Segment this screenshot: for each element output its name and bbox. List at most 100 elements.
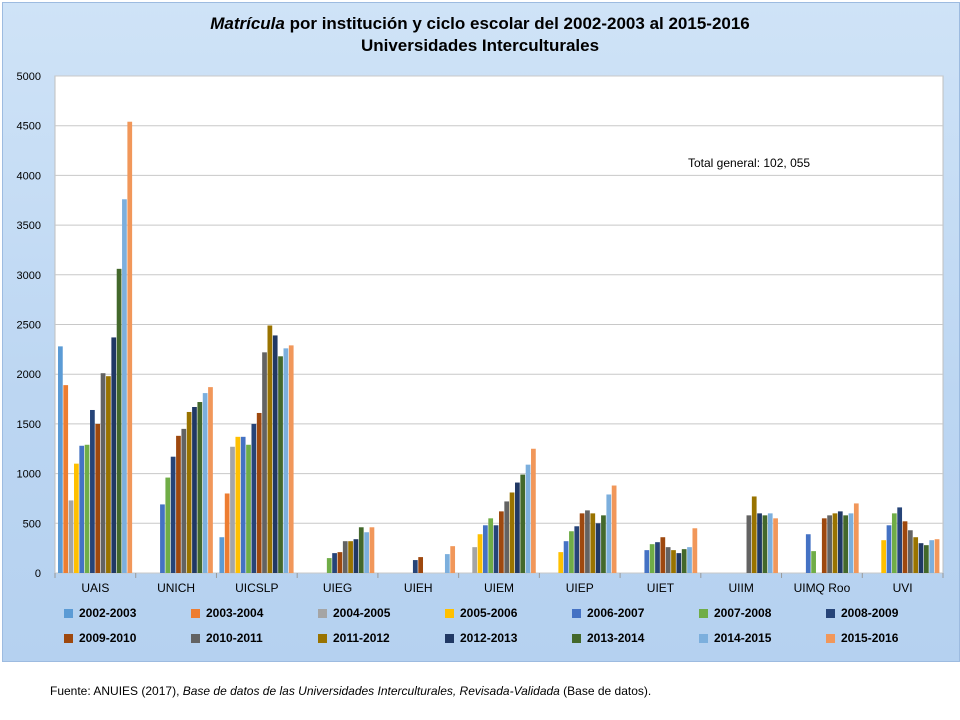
legend-swatch — [191, 633, 200, 643]
bar — [520, 474, 526, 573]
legend-item: 2011-2012 — [318, 629, 390, 647]
bar — [918, 543, 924, 573]
legend-item: 2013-2014 — [572, 629, 644, 647]
bar — [326, 558, 332, 573]
bar — [116, 268, 122, 573]
bar — [332, 553, 337, 573]
bar — [504, 501, 510, 573]
legend-item: 2012-2013 — [445, 629, 517, 647]
legend-label: 2002-2003 — [79, 606, 137, 620]
legend-swatch — [445, 608, 454, 618]
bar — [358, 527, 364, 573]
bar — [488, 518, 494, 573]
x-tick-label: UIEM — [484, 581, 514, 595]
x-tick-label: UIMQ Roo — [794, 581, 851, 595]
legend-swatch — [826, 633, 835, 643]
bar — [477, 534, 483, 573]
bar — [418, 557, 424, 573]
bar — [509, 492, 515, 573]
bar — [660, 537, 666, 573]
legend-swatch — [699, 633, 708, 643]
legend-label: 2014-2015 — [714, 631, 772, 645]
legend-swatch — [64, 608, 73, 618]
bar — [563, 541, 569, 573]
legend-swatch — [572, 608, 581, 618]
bar — [579, 513, 585, 573]
bar — [913, 537, 919, 573]
legend-item: 2005-2006 — [445, 604, 517, 622]
bar — [482, 525, 488, 573]
legend-label: 2003-2004 — [206, 606, 264, 620]
chart-title-italic: Matrícula — [210, 14, 285, 33]
legend-swatch — [826, 608, 835, 618]
legend-swatch — [191, 608, 200, 618]
legend-label: 2010-2011 — [206, 631, 263, 645]
legend-label: 2009-2010 — [79, 631, 137, 645]
bar — [569, 531, 574, 573]
total-annotation: Total general: 102, 055 — [688, 156, 811, 170]
source-note: Fuente: ANUIES (2017), Base de datos de … — [50, 684, 651, 698]
bar — [235, 436, 241, 573]
legend-label: 2004-2005 — [333, 606, 391, 620]
legend-label: 2013-2014 — [587, 631, 645, 645]
legend-item: 2004-2005 — [318, 604, 390, 622]
bar — [891, 513, 897, 573]
bar — [348, 541, 353, 573]
bar — [197, 402, 203, 573]
bar — [848, 513, 854, 573]
bar — [601, 515, 606, 573]
legend-label: 2005-2006 — [460, 606, 518, 620]
bar — [493, 525, 499, 573]
legend-label: 2012-2013 — [460, 631, 518, 645]
legend-item: 2008-2009 — [826, 604, 898, 622]
y-tick-label: 3500 — [17, 220, 41, 232]
x-tick-label: UIEG — [323, 581, 352, 595]
bar — [342, 541, 348, 573]
bar — [472, 547, 478, 573]
bar — [811, 551, 816, 573]
bar — [111, 337, 117, 573]
bar — [585, 510, 590, 573]
bar — [224, 493, 230, 573]
bar — [692, 528, 698, 573]
bar — [202, 393, 208, 573]
bar — [208, 387, 213, 573]
bar — [558, 552, 564, 573]
chart-title-rest: por institución y ciclo escolar del 2002… — [284, 14, 750, 33]
legend-label: 2015-2016 — [841, 631, 899, 645]
bar — [934, 539, 940, 573]
bar — [821, 518, 827, 573]
bar — [240, 436, 246, 573]
bar — [219, 537, 225, 573]
legend-item: 2003-2004 — [191, 604, 263, 622]
source-suffix: (Base de datos). — [559, 684, 652, 698]
bar — [832, 513, 838, 573]
x-tick-label: UNICH — [157, 581, 195, 595]
bar — [881, 540, 887, 573]
bar — [165, 477, 171, 573]
bar — [531, 448, 536, 573]
bar — [170, 456, 176, 573]
legend-item: 2015-2016 — [826, 629, 898, 647]
bar — [757, 513, 762, 573]
bar — [923, 545, 929, 573]
legend-swatch — [64, 633, 73, 643]
bar — [181, 428, 187, 573]
bar — [95, 423, 101, 573]
y-tick-label: 500 — [23, 518, 41, 530]
x-tick-label: UIEH — [404, 581, 433, 595]
x-tick-label: UIEP — [566, 581, 594, 595]
bar — [262, 352, 267, 573]
bar — [122, 199, 127, 574]
legend-item: 2002-2003 — [64, 604, 136, 622]
bar — [90, 409, 95, 573]
bar — [364, 532, 369, 573]
bar — [63, 385, 69, 573]
legend-label: 2006-2007 — [587, 606, 645, 620]
legend-swatch — [445, 633, 454, 643]
bar — [897, 507, 903, 573]
bar — [515, 482, 520, 573]
y-tick-label: 1500 — [17, 419, 41, 431]
bar — [84, 444, 90, 573]
x-tick-label: UIET — [647, 581, 675, 595]
